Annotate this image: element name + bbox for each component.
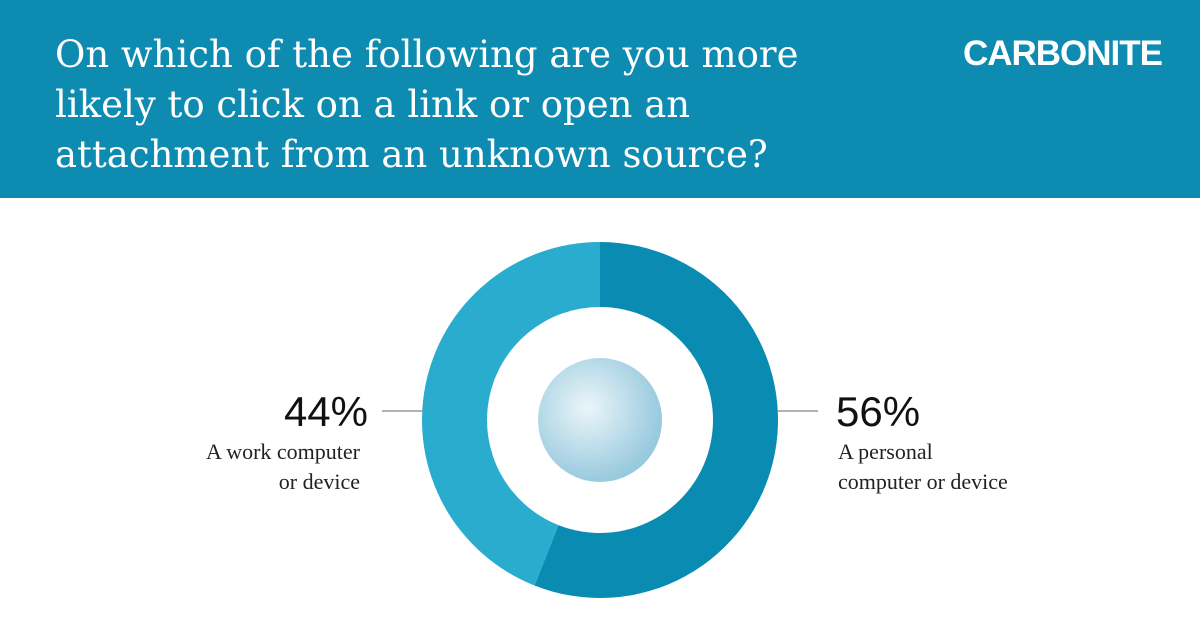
value-label: 44% [283, 388, 368, 435]
category-label: A personal computer or device [838, 439, 1008, 494]
brand-logo: CARBONITE [962, 34, 1163, 73]
chart-title: On which of the following are you more l… [55, 33, 799, 176]
header-band: On which of the following are you more l… [0, 0, 1200, 198]
globe-icon [538, 358, 662, 482]
donut-segment [421, 242, 600, 586]
value-label: 56% [836, 388, 921, 435]
donut-segment [534, 242, 778, 598]
category-label: A work computer or device [206, 439, 360, 494]
